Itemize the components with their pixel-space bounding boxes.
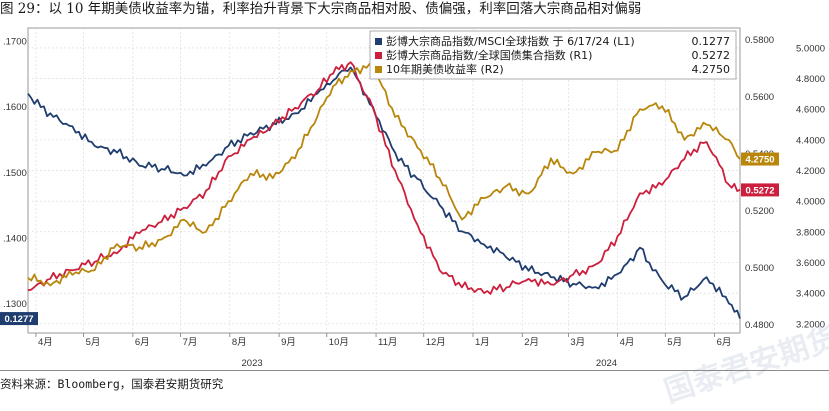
r2-tick-label: 3.4000 — [796, 289, 825, 300]
legend: 彭博大宗商品指数/MSCI全球指数 于 6/17/24 (L1) 0.1277 彭博… — [369, 30, 737, 80]
x-month-label: 12月 — [426, 337, 446, 348]
figure-title: 图 29：以 10 年期美债收益率为锚，利率抬升背景下大宗商品相对股、债偏强，利… — [0, 1, 642, 17]
legend-series-value: 0.1277 — [692, 35, 731, 48]
legend-series-name: 彭博大宗商品指数/MSCI全球指数 于 6/17/24 (L1) — [386, 34, 635, 48]
x-month-label: 2月 — [524, 337, 539, 348]
x-month-label: 5月 — [86, 337, 101, 348]
r1-tick-label: 0.5800 — [745, 35, 774, 46]
l1-tick-label: .1300 — [3, 299, 27, 310]
series-line-l1 — [27, 66, 741, 319]
x-year-label: 2023 — [242, 358, 263, 369]
r1-tick-label: 0.4800 — [745, 320, 774, 331]
r1-tick-label: 0.5200 — [745, 206, 774, 217]
series-line-r2 — [27, 62, 741, 287]
end-tag-r2: 4.2750 — [741, 152, 779, 166]
r1-tick-label: 0.5000 — [745, 263, 774, 274]
axes: 3.2000 3.4000 3.6000 3.8000 4.0000 4.2000 4.40… — [3, 35, 825, 369]
legend-series-value: 0.5272 — [692, 49, 731, 62]
x-month-label: 1月 — [475, 337, 490, 348]
x-month-label: 8月 — [232, 337, 247, 348]
r2-tick-label: 4.6000 — [796, 105, 825, 116]
r2-tick-label: 4.2000 — [796, 166, 825, 177]
plot-border — [27, 27, 741, 334]
end-tag-bg — [741, 152, 779, 166]
source-note: 资料来源：Bloomberg，国泰君安期货研究 — [0, 377, 224, 391]
r2-tick-label: 4.4000 — [796, 135, 825, 146]
r2-tick-label: 3.8000 — [796, 227, 825, 238]
legend-swatch — [375, 66, 382, 73]
end-tag-bg — [741, 183, 779, 197]
r2-tick-label: 3.2000 — [796, 319, 825, 330]
l1-tick-label: .1600 — [3, 102, 27, 113]
x-month-label: 11月 — [378, 337, 397, 348]
x-month-label: 4月 — [38, 337, 53, 348]
chart-frame: 3.2000 3.4000 3.6000 3.8000 4.0000 4.2000 4.40… — [0, 20, 829, 372]
legend-swatch — [375, 52, 382, 59]
x-year-label: 2024 — [596, 358, 617, 369]
legend-series-name: 彭博大宗商品指数/全球国债集合指数 (R1) — [386, 48, 592, 62]
legend-series-name: 10年期美债收益率 (R2) — [386, 62, 504, 76]
end-tag-bg — [0, 312, 38, 326]
series-line-r1 — [27, 61, 741, 295]
r1-tick-label: 0.5600 — [745, 92, 774, 103]
divider — [0, 370, 829, 371]
r2-tick-label: 4.8000 — [796, 74, 825, 85]
l1-tick-label: .1500 — [3, 168, 27, 179]
end-value-tags: 0.1277 0.5272 4.2750 — [0, 152, 779, 326]
x-month-label: 6月 — [717, 337, 732, 348]
end-tag-r1: 0.5272 — [741, 183, 779, 197]
end-tag-l1: 0.1277 — [0, 312, 38, 326]
r2-tick-label: 4.0000 — [796, 197, 825, 208]
r2-tick-label: 5.0000 — [796, 43, 825, 54]
x-month-label: 9月 — [281, 337, 296, 348]
legend-box — [369, 30, 737, 80]
end-tag-label: 4.2750 — [745, 155, 774, 166]
chart-svg: 3.2000 3.4000 3.6000 3.8000 4.0000 4.2000 4.40… — [0, 20, 829, 372]
legend-series-value: 4.2750 — [692, 63, 731, 76]
l1-tick-label: .1700 — [3, 37, 27, 48]
end-tag-label: 0.5272 — [745, 185, 774, 196]
x-month-label: 3月 — [570, 337, 585, 348]
x-month-label: 10月 — [329, 337, 349, 348]
series-lines — [27, 61, 741, 319]
l1-tick-label: .1400 — [3, 233, 27, 244]
x-month-label: 7月 — [183, 337, 198, 348]
x-month-label: 5月 — [667, 337, 682, 348]
x-month-label: 4月 — [620, 337, 635, 348]
legend-swatch — [375, 38, 382, 45]
end-tag-label: 0.1277 — [4, 314, 33, 325]
x-month-label: 6月 — [135, 337, 150, 348]
r2-tick-label: 3.6000 — [796, 258, 825, 269]
